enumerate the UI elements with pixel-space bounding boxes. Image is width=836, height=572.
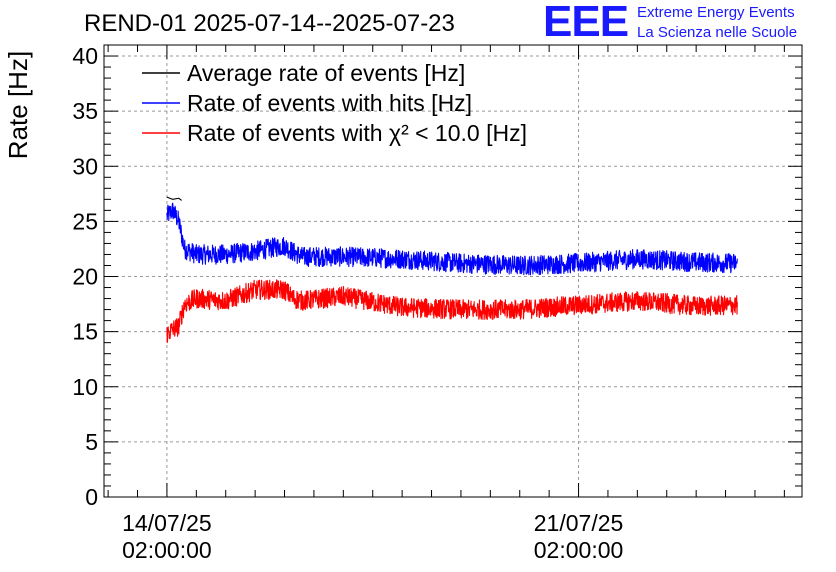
y-tick-label: 30 bbox=[72, 153, 98, 179]
logo-line-1: Extreme Energy Events bbox=[637, 4, 795, 21]
series-line-2 bbox=[166, 279, 738, 344]
x-tick-label-time: 02:00:00 bbox=[534, 537, 624, 563]
legend-label-2: Rate of events with χ² < 10.0 [Hz] bbox=[187, 120, 527, 146]
legend-label-1: Rate of events with hits [Hz] bbox=[187, 90, 472, 116]
y-tick-label: 10 bbox=[72, 374, 98, 400]
y-axis-label: Rate [Hz] bbox=[3, 51, 33, 159]
x-tick-label-date: 21/07/25 bbox=[534, 510, 624, 536]
y-tick-label: 40 bbox=[72, 43, 98, 69]
series-line-1 bbox=[166, 202, 738, 276]
logo-line-2: La Scienza nelle Scuole bbox=[637, 24, 798, 41]
series-line-0 bbox=[166, 196, 182, 201]
y-tick-label: 25 bbox=[72, 208, 98, 234]
y-tick-label: 15 bbox=[72, 319, 98, 345]
y-tick-label: 20 bbox=[72, 264, 98, 290]
x-tick-label-date: 14/07/25 bbox=[122, 510, 212, 536]
y-tick-label: 5 bbox=[85, 429, 98, 455]
y-tick-label: 0 bbox=[85, 484, 98, 510]
y-tick-label: 35 bbox=[72, 98, 98, 124]
x-tick-label-time: 02:00:00 bbox=[122, 537, 212, 563]
chart-title: REND-01 2025-07-14--2025-07-23 bbox=[84, 10, 455, 37]
plot-frame bbox=[103, 44, 803, 498]
eee-logo: EEE bbox=[543, 0, 629, 46]
legend-label-0: Average rate of events [Hz] bbox=[187, 60, 465, 86]
